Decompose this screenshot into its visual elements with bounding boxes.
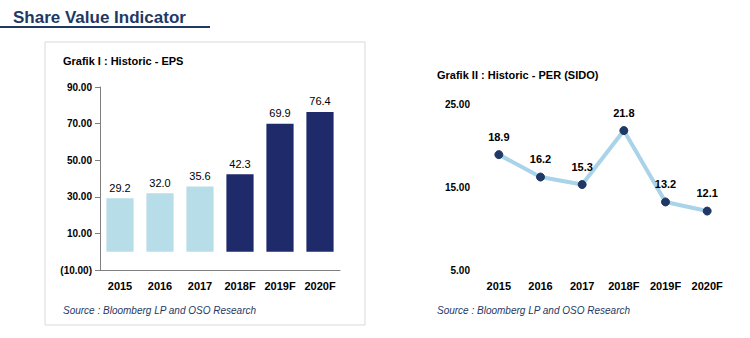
svg-text:2017: 2017 <box>570 280 594 292</box>
svg-text:2016: 2016 <box>148 280 172 292</box>
svg-text:21.8: 21.8 <box>613 107 634 119</box>
svg-text:2019F: 2019F <box>264 280 295 292</box>
svg-text:18.9: 18.9 <box>488 131 509 143</box>
svg-text:(10.00): (10.00) <box>60 265 92 276</box>
svg-text:16.2: 16.2 <box>530 153 551 165</box>
svg-text:76.4: 76.4 <box>309 95 330 107</box>
svg-text:15.00: 15.00 <box>445 182 470 193</box>
svg-text:42.3: 42.3 <box>229 158 250 170</box>
svg-text:5.00: 5.00 <box>451 265 471 276</box>
svg-text:29.2: 29.2 <box>109 182 130 194</box>
svg-text:2015: 2015 <box>487 280 511 292</box>
svg-text:50.00: 50.00 <box>67 155 92 166</box>
svg-text:10.00: 10.00 <box>67 228 92 239</box>
svg-text:2017: 2017 <box>188 280 212 292</box>
svg-text:Grafik I : Historic - EPS: Grafik I : Historic - EPS <box>63 55 183 67</box>
svg-text:90.00: 90.00 <box>67 82 92 93</box>
svg-text:2020F: 2020F <box>692 280 723 292</box>
svg-text:13.2: 13.2 <box>655 178 676 190</box>
svg-text:69.9: 69.9 <box>269 107 290 119</box>
svg-text:2019F: 2019F <box>650 280 681 292</box>
svg-text:2016: 2016 <box>528 280 552 292</box>
svg-text:2015: 2015 <box>108 280 132 292</box>
svg-text:12.1: 12.1 <box>696 187 717 199</box>
svg-text:Share Value Indicator: Share Value Indicator <box>13 8 186 27</box>
svg-text:Grafik II : Historic - PER (SI: Grafik II : Historic - PER (SIDO) <box>437 69 599 81</box>
svg-text:2018F: 2018F <box>224 280 255 292</box>
svg-text:32.0: 32.0 <box>149 177 170 189</box>
svg-text:Source : Bloomberg LP and OSO: Source : Bloomberg LP and OSO Research <box>63 305 257 316</box>
svg-text:70.00: 70.00 <box>67 118 92 129</box>
svg-text:2018F: 2018F <box>608 280 639 292</box>
svg-text:15.3: 15.3 <box>571 161 592 173</box>
svg-text:Source : Bloomberg LP and OSO: Source : Bloomberg LP and OSO Research <box>437 305 631 316</box>
svg-text:2020F: 2020F <box>304 280 335 292</box>
svg-text:25.00: 25.00 <box>445 99 470 110</box>
svg-text:35.6: 35.6 <box>189 170 210 182</box>
svg-text:30.00: 30.00 <box>67 191 92 202</box>
